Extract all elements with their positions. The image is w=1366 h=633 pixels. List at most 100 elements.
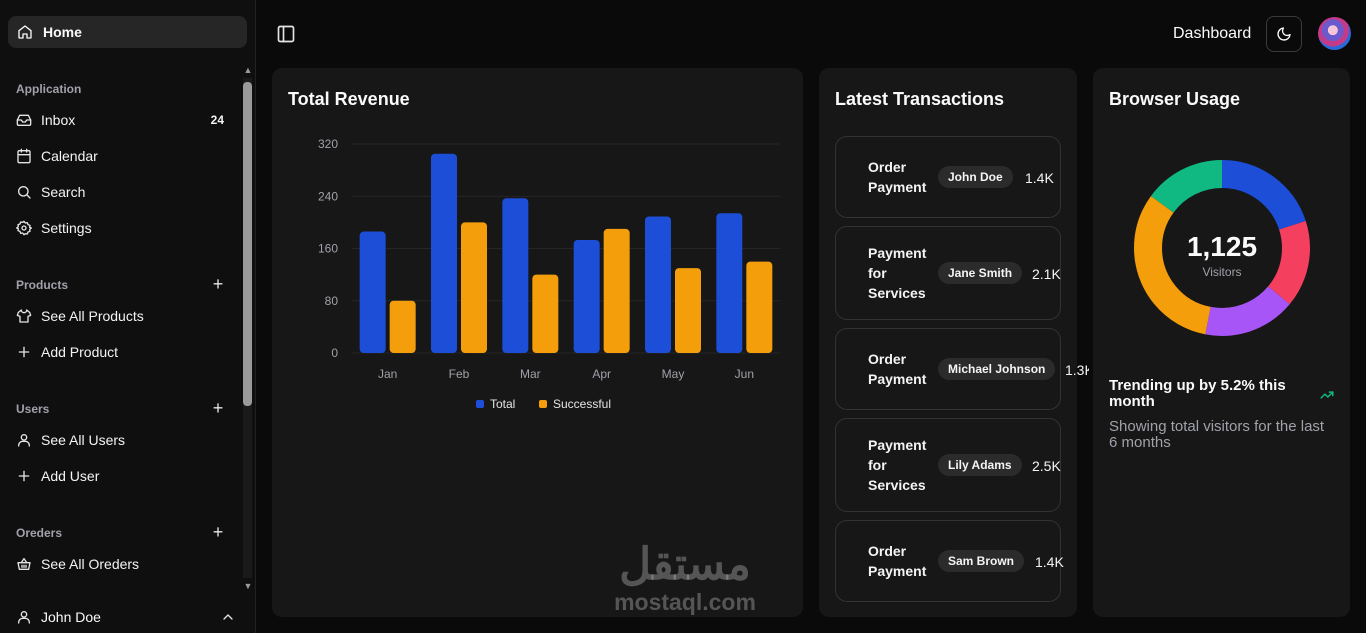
bar-successful xyxy=(389,300,416,353)
transaction-amount: 1.4K xyxy=(1025,170,1054,186)
sidebar-item-label: Settings xyxy=(41,220,92,236)
sidebar-item-settings[interactable]: Settings xyxy=(8,212,236,244)
transaction-item[interactable]: Order Payment Michael Johnson 1.3K xyxy=(835,328,1089,410)
search-icon xyxy=(18,186,31,199)
trend-subtitle: Showing total visitors for the last 6 mo… xyxy=(1109,418,1325,451)
transaction-item[interactable]: Payment for Services Jane Smith 2.1K xyxy=(835,226,1061,320)
shirt-icon xyxy=(16,309,32,323)
legend-label: Successful xyxy=(553,397,611,411)
bar-total xyxy=(359,231,386,353)
add-product-group-icon[interactable]: + xyxy=(212,274,224,294)
group-label-products: Products xyxy=(16,278,69,292)
y-tick-label: 240 xyxy=(318,189,338,203)
add-user-group-icon[interactable]: + xyxy=(212,398,224,418)
sidebar-item-add-product[interactable]: Add Product xyxy=(8,336,236,368)
sidebar-item-inbox[interactable]: Inbox 24 xyxy=(8,104,236,136)
watermark-latin: mostaql.com xyxy=(614,589,756,615)
sidebar-item-label: Inbox xyxy=(41,112,76,128)
inbox-icon xyxy=(16,114,32,126)
transaction-item[interactable]: Order Payment John Doe 1.4K xyxy=(835,136,1061,218)
browser-donut-chart: 1,125 Visitors xyxy=(1134,160,1310,336)
sidebar-user-menu[interactable]: John Doe xyxy=(8,601,244,633)
legend-swatch xyxy=(476,400,484,408)
bar-successful xyxy=(532,274,559,353)
home-icon xyxy=(18,25,32,39)
x-tick-label: Apr xyxy=(592,367,611,381)
bar-total xyxy=(573,240,600,353)
sidebar-item-home[interactable]: Home xyxy=(8,16,247,48)
transaction-customer: Sam Brown xyxy=(938,550,1025,572)
sidebar-scrollbar[interactable]: ▲ ▼ xyxy=(241,64,255,592)
add-order-group-icon[interactable]: + xyxy=(212,522,224,542)
transaction-amount: 1.3K xyxy=(1065,362,1089,378)
browser-usage-card: Browser Usage 1,125 Visitors Trending up… xyxy=(1093,68,1350,617)
revenue-bar-chart: 0 80 160 240 320 Jan Feb Mar Apr May Jun Total Succe… xyxy=(318,137,780,411)
transaction-label: Order Payment xyxy=(868,351,927,387)
bar-total xyxy=(645,216,671,353)
revenue-card: Total Revenue 0 80 160 240 320 Jan Feb Mar Apr Ma… xyxy=(272,68,803,617)
y-tick-label: 320 xyxy=(318,137,338,151)
sidebar-item-label: See All Products xyxy=(41,308,144,324)
sidebar-item-see-all-products[interactable]: See All Products xyxy=(8,300,236,332)
legend-label: Total xyxy=(490,397,515,411)
bar-total xyxy=(716,213,743,353)
page-title: Dashboard xyxy=(1173,25,1252,42)
chevron-up-icon xyxy=(223,614,233,620)
legend-swatch xyxy=(539,400,547,408)
transaction-customer: John Doe xyxy=(938,166,1013,188)
sidebar-item-see-all-orders[interactable]: See All Oreders xyxy=(8,548,236,580)
sidebar-item-add-user[interactable]: Add User xyxy=(8,460,236,492)
donut-total-label: Visitors xyxy=(1202,265,1241,279)
theme-toggle-button[interactable] xyxy=(1266,16,1302,52)
calendar-icon xyxy=(17,148,31,164)
plus-icon xyxy=(18,346,30,358)
bar-successful xyxy=(675,268,701,353)
sidebar-item-label: Home xyxy=(43,24,82,40)
scroll-thumb[interactable] xyxy=(243,82,252,406)
inbox-count-badge: 24 xyxy=(210,113,224,127)
sidebar-item-label: See All Oreders xyxy=(41,556,140,572)
bar-total xyxy=(502,198,529,353)
user-icon xyxy=(18,611,30,624)
sidebar-item-label: See All Users xyxy=(41,432,126,448)
bar-successful xyxy=(746,261,773,353)
transaction-label: Order Payment xyxy=(868,543,927,579)
x-tick-label: Mar xyxy=(520,367,541,381)
topbar: Dashboard xyxy=(256,0,1366,68)
transaction-item[interactable]: Payment for Services Lily Adams 2.5K xyxy=(835,418,1061,512)
donut-slice xyxy=(1134,160,1310,336)
sidebar-item-label: Calendar xyxy=(41,148,98,164)
group-label-users: Users xyxy=(16,402,50,416)
bar-successful xyxy=(461,222,487,353)
gear-icon xyxy=(16,220,32,236)
transaction-customer: Jane Smith xyxy=(938,262,1023,284)
revenue-title: Total Revenue xyxy=(288,89,410,109)
donut-total-value: 1,125 xyxy=(1187,231,1257,262)
user-name: John Doe xyxy=(41,609,101,625)
sidebar-item-see-all-users[interactable]: See All Users xyxy=(8,424,236,456)
sidebar-toggle-icon[interactable] xyxy=(276,24,296,44)
transaction-label: Payment for Services xyxy=(868,245,927,301)
group-label-application: Application xyxy=(16,82,82,96)
scroll-down-arrow-icon[interactable]: ▼ xyxy=(243,581,253,591)
trend-title: Trending up by 5.2% this month xyxy=(1109,377,1286,410)
transaction-customer: Lily Adams xyxy=(938,454,1022,476)
plus-icon xyxy=(18,470,30,482)
sidebar-item-search[interactable]: Search xyxy=(8,176,236,208)
transaction-label: Order Payment xyxy=(868,159,927,195)
user-icon xyxy=(18,434,30,447)
transaction-item[interactable]: Order Payment Sam Brown 1.4K xyxy=(835,520,1064,602)
y-tick-label: 0 xyxy=(331,346,338,360)
sidebar-item-calendar[interactable]: Calendar xyxy=(8,140,236,172)
sidebar-item-label: Search xyxy=(41,184,86,200)
scroll-up-arrow-icon[interactable]: ▲ xyxy=(243,65,253,75)
donut-slice xyxy=(1134,160,1310,336)
transactions-card: Latest Transactions Order Payment John D… xyxy=(819,68,1089,617)
x-tick-label: Jan xyxy=(378,367,397,381)
transaction-amount: 2.1K xyxy=(1032,266,1061,282)
trending-up-icon xyxy=(1320,391,1334,399)
transaction-customer: Michael Johnson xyxy=(938,358,1056,380)
avatar[interactable] xyxy=(1318,17,1351,50)
browser-usage-title: Browser Usage xyxy=(1109,89,1241,109)
moon-icon xyxy=(1277,27,1291,41)
